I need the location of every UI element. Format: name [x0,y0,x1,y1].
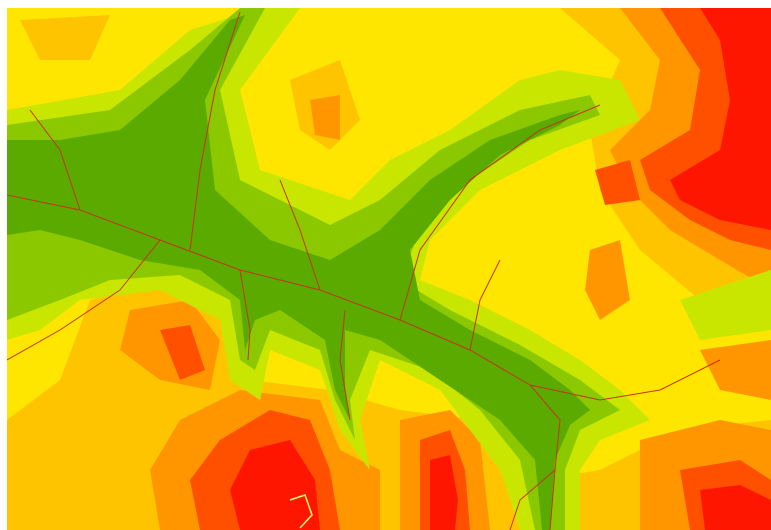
raster [7,8,771,530]
page: Elevation map {} html, body { margin: 0;… [0,0,771,530]
elevation-map [0,0,771,530]
page-body [0,0,771,530]
